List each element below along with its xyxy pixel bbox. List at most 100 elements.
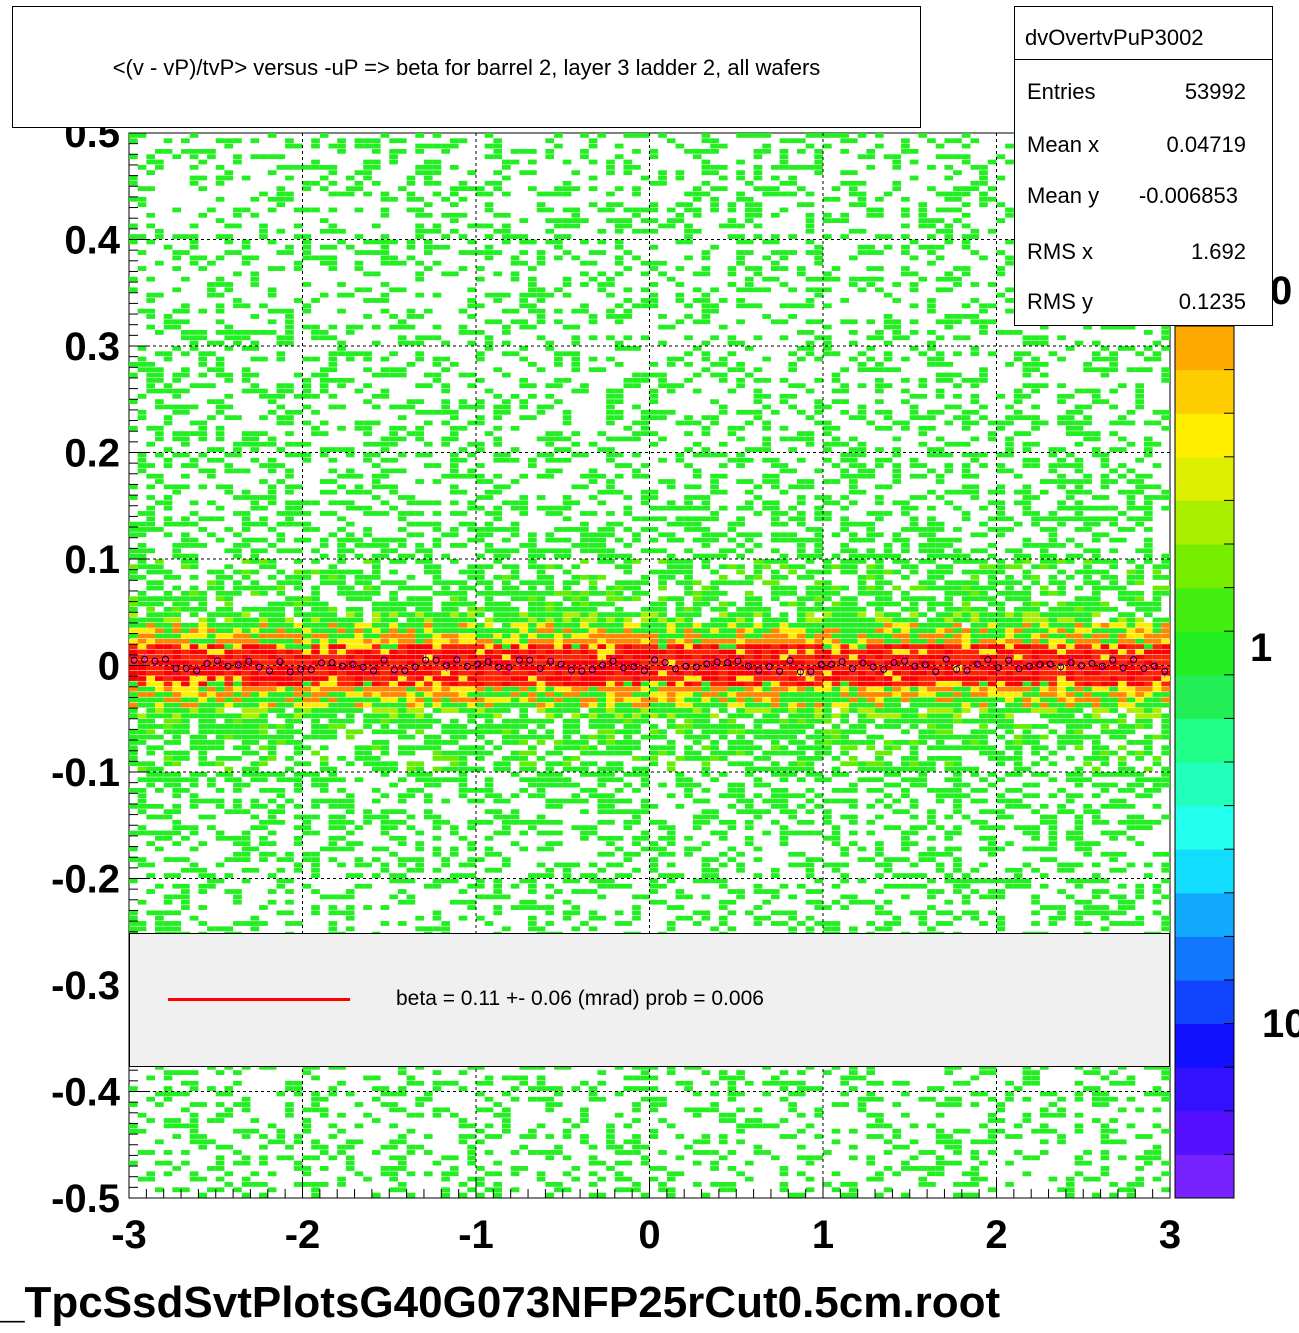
heatmap-cell [380, 761, 390, 767]
heatmap-cell [476, 724, 485, 729]
heatmap-cell [224, 697, 234, 703]
heatmap-cell [415, 314, 424, 319]
heatmap-cell [233, 921, 242, 926]
heatmap-cell [536, 654, 546, 660]
heatmap-cell [406, 1150, 416, 1155]
heatmap-cell [562, 377, 572, 383]
heatmap-cell [302, 745, 312, 751]
heatmap-cell [250, 330, 260, 335]
heatmap-cell [293, 1086, 303, 1091]
heatmap-cell [155, 835, 164, 841]
heatmap-cell [155, 777, 164, 783]
heatmap-cell [293, 676, 303, 681]
heatmap-cell [502, 1128, 511, 1134]
heatmap-cell [285, 729, 294, 735]
heatmap-cell [614, 633, 624, 639]
heatmap-cell [528, 889, 537, 894]
heatmap-cell [345, 351, 355, 357]
heatmap-cell [328, 772, 338, 777]
heatmap-cell [571, 926, 581, 932]
heatmap-cell [484, 1096, 494, 1102]
heatmap-cell [519, 633, 529, 639]
heatmap-cell [129, 756, 138, 761]
heatmap-cell [328, 457, 338, 463]
heatmap-cell [363, 1112, 372, 1118]
heatmap-cell [250, 921, 260, 926]
heatmap-cell [458, 186, 468, 192]
heatmap-cell [146, 159, 156, 165]
heatmap-cell [458, 617, 468, 623]
heatmap-cell [528, 463, 537, 468]
heatmap-cell [493, 601, 503, 607]
heatmap-cell [129, 484, 138, 490]
heatmap-cell [155, 766, 164, 772]
heatmap-cell [545, 590, 555, 596]
heatmap-cell [276, 590, 286, 596]
heatmap-cell [276, 724, 286, 729]
heatmap-cell [449, 846, 459, 852]
heatmap-cell [354, 388, 364, 394]
heatmap-cell [397, 654, 407, 660]
heatmap-cell [267, 495, 277, 500]
heatmap-cell [449, 228, 459, 234]
heatmap-cell [571, 793, 581, 799]
heatmap-cell [337, 425, 346, 431]
heatmap-cell [519, 324, 529, 330]
heatmap-cell [467, 1064, 477, 1070]
heatmap-cell [545, 537, 555, 543]
heatmap-cell [163, 686, 173, 692]
heatmap-cell [614, 718, 624, 724]
heatmap-cell [545, 676, 555, 681]
heatmap-cell [146, 1171, 156, 1177]
heatmap-cell [241, 516, 251, 522]
heatmap-cell [189, 670, 199, 676]
heatmap-cell [528, 750, 537, 756]
heatmap-cell [163, 857, 173, 862]
heatmap-cell [380, 644, 390, 649]
heatmap-cell [319, 1112, 329, 1118]
heatmap-cell [502, 399, 511, 405]
heatmap-cell [580, 713, 589, 719]
heatmap-cell [224, 686, 234, 692]
heatmap-cell [554, 745, 563, 751]
heatmap-cell [632, 473, 641, 479]
heatmap-cell [380, 814, 390, 820]
heatmap-cell [476, 1166, 485, 1171]
heatmap-cell [397, 1107, 407, 1113]
heatmap-cell [380, 441, 390, 447]
heatmap-cell [606, 335, 615, 341]
heatmap-cell [207, 148, 216, 154]
heatmap-cell [536, 255, 546, 261]
heatmap-cell [337, 239, 346, 245]
heatmap-cell [189, 697, 199, 703]
heatmap-cell [536, 202, 546, 208]
heatmap-cell [155, 559, 164, 564]
heatmap-cell [163, 761, 173, 767]
heatmap-cell [458, 489, 468, 495]
heatmap-cell [328, 628, 338, 634]
heatmap-cell [423, 702, 433, 708]
heatmap-cell [146, 761, 156, 767]
heatmap-cell [371, 622, 381, 628]
heatmap-cell [432, 846, 442, 852]
heatmap-cell [528, 686, 537, 692]
heatmap-cell [224, 415, 234, 421]
heatmap-cell [614, 580, 624, 586]
heatmap-cell [371, 340, 381, 346]
heatmap-cell [614, 260, 624, 266]
heatmap-cell [319, 708, 329, 713]
heatmap-cell [441, 234, 450, 239]
heatmap-cell [267, 819, 277, 825]
heatmap-cell [311, 1139, 320, 1145]
heatmap-cell [423, 777, 433, 783]
heatmap-cell [189, 1134, 199, 1139]
heatmap-cell [302, 638, 312, 644]
heatmap-cell [198, 308, 208, 314]
heatmap-cell [155, 846, 164, 852]
heatmap-cell [172, 718, 182, 724]
heatmap-cell [528, 905, 537, 910]
heatmap-cell [545, 692, 555, 697]
heatmap-cell [632, 702, 641, 708]
heatmap-cell [536, 1171, 546, 1177]
heatmap-cell [423, 596, 433, 602]
